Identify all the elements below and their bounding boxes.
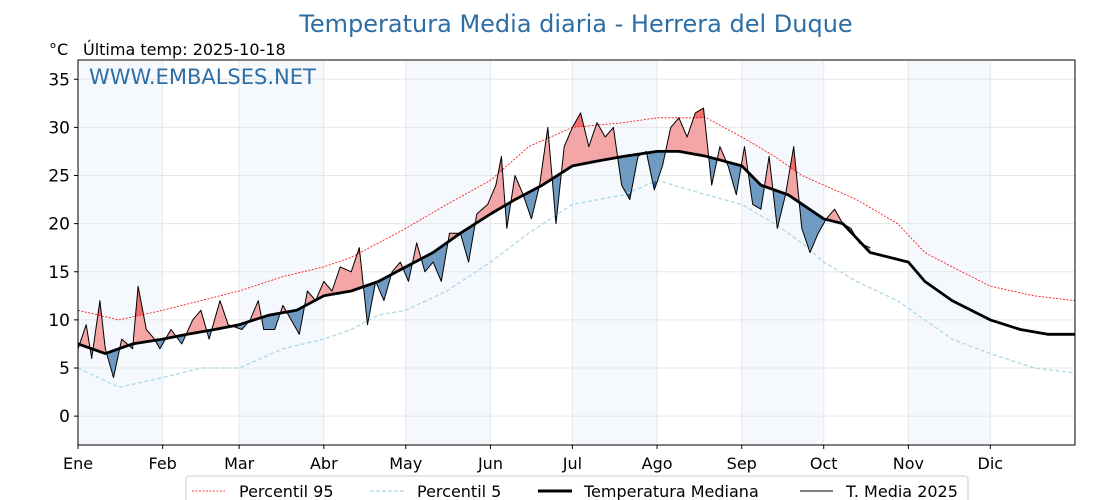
y-tick-label: 0 [59,407,70,427]
x-tick-label: Feb [149,454,177,473]
month-band [572,60,658,445]
y-tick-label: 35 [48,70,70,90]
y-tick-label: 30 [48,118,70,138]
month-band [741,60,824,445]
legend-label-median: Temperatura Mediana [583,482,759,500]
legend-label-current: T. Media 2025 [845,482,958,500]
current-year-line [78,107,871,379]
x-tick-label: Abr [310,454,338,473]
y-tick-label: 5 [59,359,70,379]
y-tick-label: 25 [48,167,70,187]
x-tick-label: Oct [810,454,838,473]
month-band [78,60,163,445]
x-tick-label: Sep [727,454,757,473]
legend-label-p95: Percentil 95 [239,482,334,500]
month-band [908,60,991,445]
x-tick-label: Jul [562,454,582,473]
plot-area [78,107,1075,388]
y-axis: 0 5 10 15 20 25 30 35 [48,70,78,427]
p95-line [78,117,1075,321]
last-temp-label: Última temp: 2025-10-18 [83,40,286,59]
y-tick-label: 10 [48,311,70,331]
x-axis: Ene Feb Mar Abr May Jun Jul Ago Sep Oct Nov Dic [63,445,1003,473]
legend-box [185,475,969,500]
x-tick-label: Ago [642,454,673,473]
chart-title: Temperatura Media diaria - Herrera del D… [298,10,852,38]
median-line [78,149,1075,356]
x-tick-label: May [389,454,422,473]
plot-frame [77,59,1076,446]
legend: Percentil 95 Percentil 5 Temperatura Med… [185,475,969,500]
x-tick-label: Ene [63,454,93,473]
watermark: WWW.EMBALSES.NET [89,65,316,89]
month-band [239,60,324,445]
p5-line [78,179,1075,388]
x-tick-label: Mar [224,454,255,473]
legend-label-p5: Percentil 5 [417,482,501,500]
x-tick-label: Dic [978,454,1004,473]
x-tick-label: Jun [477,454,503,473]
month-bands [78,60,991,445]
unit-label: °C [49,40,68,59]
y-tick-label: 15 [48,263,70,283]
y-tick-label: 20 [48,215,70,235]
x-tick-label: Nov [893,454,924,473]
